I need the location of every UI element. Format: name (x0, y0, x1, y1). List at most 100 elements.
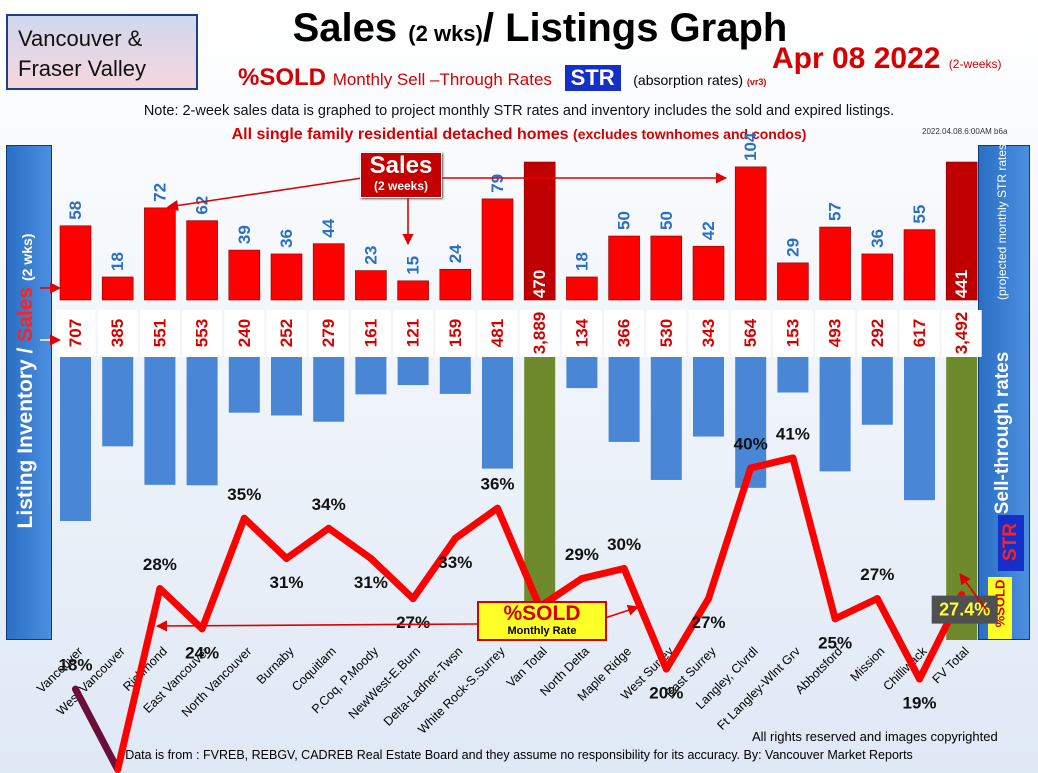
rate-value-label: 40% (734, 435, 768, 454)
sales-value-label: 24 (446, 244, 465, 263)
sold-callout-title: %SOLD (503, 602, 581, 625)
rate-value-label: 33% (438, 553, 472, 572)
subtitle-str-badge: STR (564, 65, 621, 91)
sales-callout-title: Sales (369, 152, 433, 179)
sales-value-label: 72 (150, 183, 169, 202)
rate-value-label: 31% (269, 573, 303, 592)
listing-label-box (604, 310, 645, 357)
listing-label-box (899, 310, 940, 357)
rate-value-label: 20% (649, 684, 683, 703)
sell-through-line-segment (451, 504, 501, 542)
category-label: Mission (848, 644, 888, 684)
listing-bar (144, 357, 176, 485)
listing-value-label: 279 (319, 319, 338, 347)
sell-through-line-segment (240, 514, 290, 562)
listing-label-box (857, 310, 898, 357)
category-label: Burnaby (254, 644, 297, 687)
listing-bar (524, 357, 556, 640)
listing-label-box (561, 310, 602, 357)
sales-bar (566, 276, 598, 301)
listing-bar (566, 357, 598, 389)
listing-value-label: 240 (235, 319, 254, 347)
listing-value-label: 159 (446, 319, 465, 347)
sales-value-label: 62 (193, 196, 212, 215)
listing-bar (271, 357, 302, 416)
sell-through-line-segment (325, 524, 375, 562)
subtitle-rates: Monthly Sell –Through Rates (332, 70, 552, 89)
sales-bar (228, 249, 261, 301)
sales-value-label: 44 (319, 218, 338, 237)
listing-bar (355, 357, 387, 395)
sold-arrow (604, 604, 640, 619)
sales-bar (59, 225, 92, 301)
rate-value-label: 27% (691, 613, 725, 632)
listing-value-label: 481 (488, 319, 507, 347)
sell-through-line-segment (789, 454, 839, 623)
absorb-text: (absorption rates) (633, 72, 743, 88)
rate-value-label: 36% (480, 475, 514, 494)
sales-bar (734, 166, 767, 301)
rate-value-label: 28% (143, 555, 177, 574)
sales-bar (186, 220, 218, 301)
sell-through-line-segment (72, 685, 122, 773)
chart-subtitle: %SOLD Monthly Sell –Through Rates STR (a… (238, 64, 766, 92)
listing-bar (397, 357, 429, 386)
rate-value-label: 30% (607, 535, 641, 554)
copyright-note: All rights reserved and images copyright… (752, 729, 998, 744)
sell-through-line-segment (156, 585, 206, 633)
sales-callout-sub: (2 weeks) (373, 179, 429, 193)
rate-value-label: 25% (818, 633, 852, 652)
sell-through-line-segment (873, 595, 923, 683)
listing-bar (819, 357, 851, 472)
sales-bar (312, 243, 345, 301)
listing-bar (777, 357, 809, 393)
sales-bar (523, 161, 556, 301)
listing-bar (228, 357, 260, 413)
rate-value-label: 27.4% (939, 600, 990, 620)
rate-value-label: 27% (860, 565, 894, 584)
sell-through-line-segment (283, 524, 333, 562)
category-label: Delta-Ladner-Twsn (381, 644, 466, 729)
rate-value-label: 19% (902, 694, 936, 713)
sales-bar (101, 276, 134, 301)
sales-value-label: 50 (615, 211, 634, 230)
sales-value-label: 18 (108, 252, 127, 271)
listing-label-box (730, 310, 771, 357)
sales-bar (355, 270, 387, 301)
sales-value-label: 470 (530, 270, 549, 298)
rate-value-label: 18% (58, 656, 92, 675)
listing-value-label: 343 (699, 319, 718, 347)
listing-value-label: 617 (910, 319, 929, 347)
sell-through-line-segment (831, 595, 881, 623)
listing-value-label: 134 (572, 318, 591, 347)
sales-value-label: 55 (910, 205, 929, 224)
listing-label-box (646, 310, 687, 357)
listing-label-box (139, 310, 180, 357)
listing-label-box (477, 310, 518, 357)
sales-value-label: 79 (488, 174, 507, 193)
listing-value-label: 3,889 (530, 312, 549, 355)
left-axis-panel (6, 145, 52, 640)
listing-label-box (941, 310, 982, 357)
sales-value-label: 42 (699, 221, 718, 240)
sales-bar (650, 235, 683, 301)
sell-through-line-segment (662, 595, 712, 673)
listing-bar (186, 357, 218, 486)
sales-value-label: 39 (235, 225, 254, 244)
listing-bar (904, 357, 935, 501)
sold-callout-sub: Monthly Rate (507, 625, 577, 637)
listing-value-label: 385 (108, 319, 127, 347)
date-text: Apr 08 2022 (772, 42, 941, 75)
listing-label-box (519, 310, 560, 357)
sales-value-label: 29 (783, 238, 802, 257)
listing-bar (861, 357, 893, 425)
sales-bar (819, 226, 851, 301)
listing-value-label: 366 (615, 319, 634, 347)
title-rest: / Listings Graph (482, 6, 788, 50)
sales-bar (945, 161, 978, 301)
sell-through-line-segment (198, 514, 248, 633)
listing-label-box (772, 310, 813, 357)
sales-value-label: 15 (404, 256, 423, 275)
sell-through-line-segment (494, 504, 544, 611)
